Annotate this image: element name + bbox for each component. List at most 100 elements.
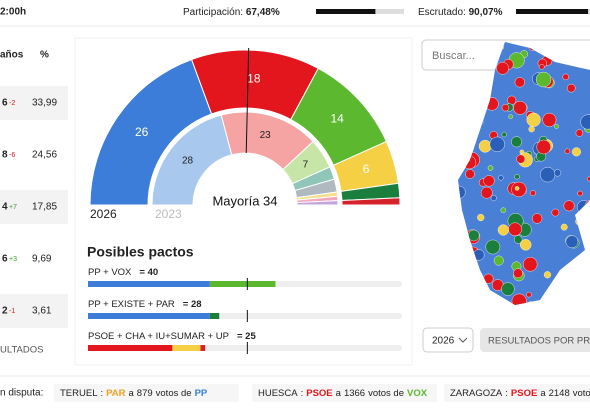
pct: 17,85 [32,202,57,213]
map-patch [497,224,509,236]
margin: 2148 [549,388,570,399]
map-patch [565,235,579,249]
row-bg [0,86,68,120]
map-patch [465,169,475,179]
connector: votos de [156,388,192,399]
baseline [88,205,402,207]
map-patch [566,83,576,93]
connector: votos de [573,388,590,399]
year-select[interactable] [422,327,474,353]
series-label: 2023 [155,207,182,221]
pct: 24,56 [32,150,57,161]
map-patch [508,222,522,237]
region: HUESCA [258,388,298,399]
pact-segment [209,313,220,319]
series-label: 2026 [90,207,117,221]
map-patch [586,176,590,182]
row-bg [0,190,68,224]
col-header: % [40,50,49,61]
map-patch [508,114,513,119]
button-label: RESULTADOS POR PRO [488,336,590,347]
pact-parties: PSOE + CHA + IU+SUMAR + UP [88,331,229,342]
seat-label: 6 [363,162,370,176]
pacts-title: Posibles pactos [87,244,194,260]
leader: PSOE [306,388,332,399]
pact-total: = 40 [139,267,158,278]
search-placeholder: Buscar... [432,50,475,62]
value: 67,48% [246,7,280,18]
provinces-button[interactable] [480,328,590,352]
seat-label: 7 [303,160,309,171]
map-patch [577,190,583,197]
seats: 4 [2,202,8,213]
map-patch [496,61,509,75]
leader: PAR [106,388,125,399]
year: 2026 [432,336,455,347]
map-patch [480,186,493,199]
map-patch [520,239,532,251]
seat-change: +3 [9,256,17,263]
margin: 879 [137,388,153,399]
sep: : [301,388,304,399]
map-patch [513,268,523,279]
center-card [74,37,413,366]
map-patch [543,271,552,279]
pct: 33,99 [32,98,57,109]
seat-change: -1 [9,308,15,315]
map-patch [531,213,543,224]
rival: VOX [407,388,428,399]
map-patch [526,112,541,127]
map-patch [498,175,504,181]
map-patch [483,175,495,187]
seat-label: 26 [135,125,149,139]
seat-label: 14 [330,111,344,125]
map-patch [516,154,526,164]
sep: : [100,388,103,399]
dispute: HUESCA: PSOE a 1366 votos de VOX [258,388,428,399]
pact-parties: PP + VOX [88,267,132,278]
map-patch [500,207,507,213]
map-patch [535,71,552,88]
map-patch [575,129,584,137]
row-bg [0,294,68,328]
margin: 1366 [344,388,365,399]
scrutinized-label: Escrutado: 90,07% [418,7,503,18]
pact-parties: PP + EXISTE + PAR [88,299,175,310]
col-header: años [0,50,24,61]
map-patch [477,213,485,222]
map-patch [487,165,494,171]
map-patch [501,131,507,138]
seat-change: -6 [9,152,15,159]
map-patch [562,73,569,81]
map-patch [563,200,575,212]
bar-fill [316,9,376,14]
map-patch [478,139,492,153]
pact-label: PP + VOX = 40 [88,267,158,278]
pact-total: = 25 [237,331,256,342]
pact-label: PSOE + CHA + IU+SUMAR + UP = 25 [88,331,256,342]
leader: PSOE [511,388,537,399]
pct: 3,61 [32,306,52,317]
connector: a [540,388,546,399]
seat-label: 28 [182,155,194,166]
map-patch [514,186,520,191]
map-patch [571,147,581,157]
seat-label: 18 [247,71,261,85]
map-patch [580,114,590,130]
map-patch [553,169,562,177]
map-patch [513,100,527,115]
dispute: TERUEL: PAR a 879 votos de PP [60,388,208,399]
time: 2:00h [0,7,26,18]
map-patch [536,139,551,155]
map-patch [526,291,532,298]
majority-label: Mayoría 34 [212,193,277,208]
seat-change: -2 [9,100,15,107]
map-patch [493,255,504,266]
map-patch [501,282,515,296]
map-patch [513,235,523,244]
map-patch [540,167,556,183]
seats: 6 [2,98,8,109]
seat-change: +7 [9,204,17,211]
sep: : [505,388,508,399]
